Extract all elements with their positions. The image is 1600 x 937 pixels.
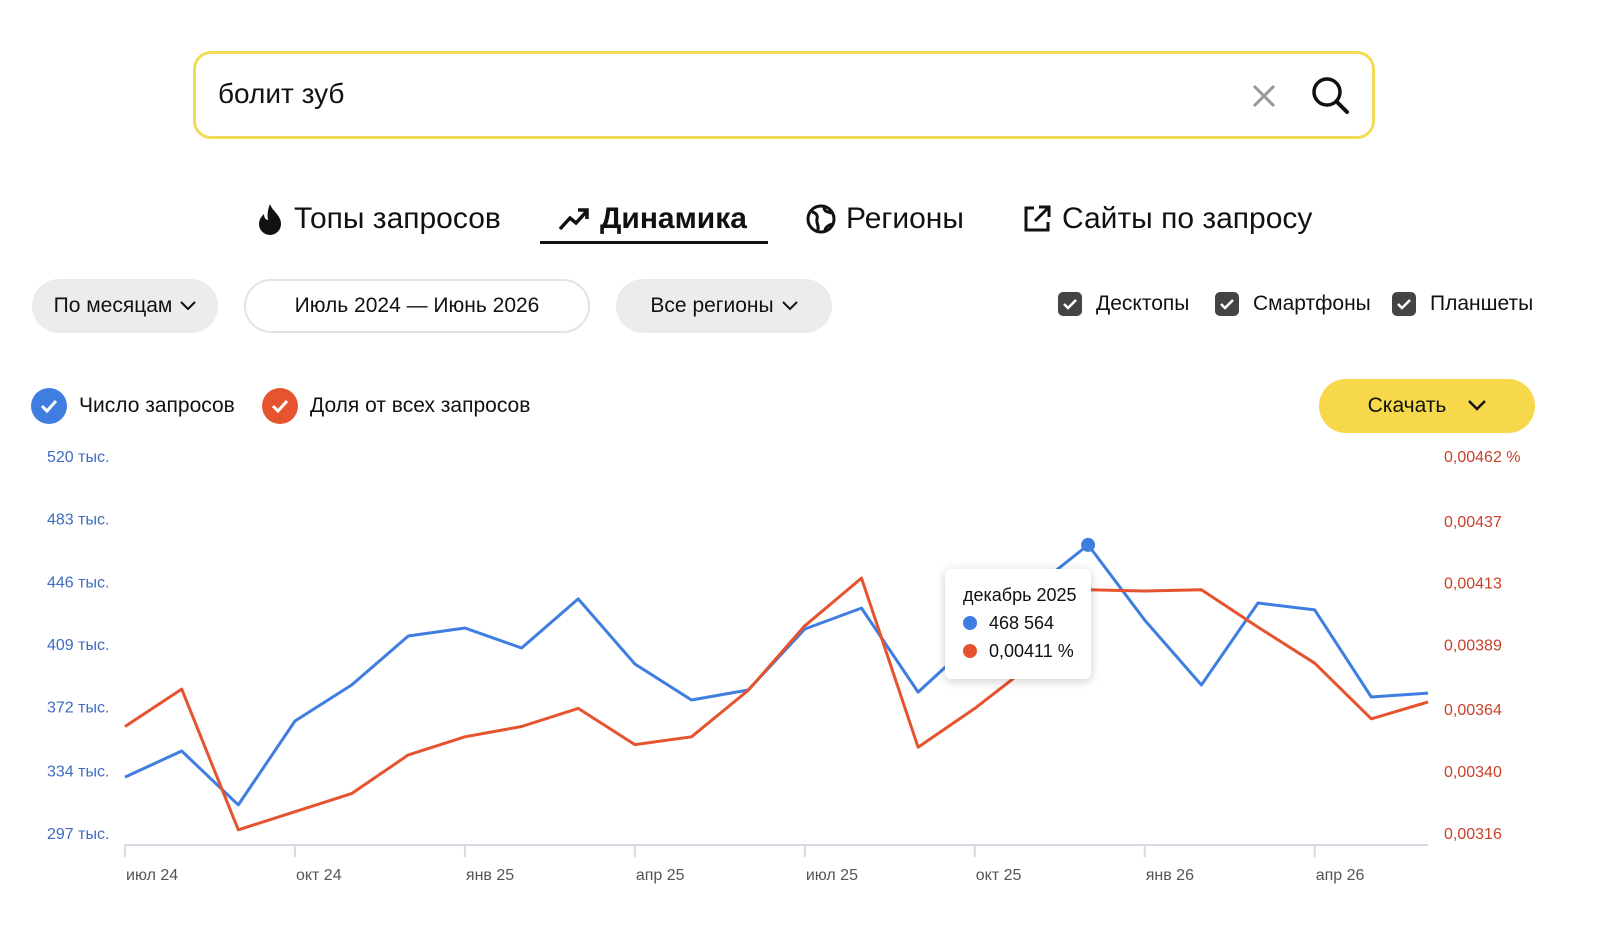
region-select[interactable]: Все регионы (616, 279, 832, 333)
clear-icon[interactable] (1252, 84, 1276, 108)
x-tick-label: янв 25 (466, 867, 514, 884)
y2-tick-label: 0,00462 % (1444, 449, 1521, 466)
device-checkbox[interactable]: Планшеты (1392, 292, 1533, 316)
region-label: Все регионы (650, 294, 774, 317)
search-icon[interactable] (1311, 76, 1351, 116)
globe-icon (806, 204, 836, 234)
device-label: Смартфоны (1253, 292, 1371, 315)
y2-tick-label: 0,00364 (1444, 702, 1502, 719)
trend-icon (558, 208, 589, 231)
y-tick-label: 520 тыс. (47, 449, 109, 466)
tab-active[interactable]: Динамика (558, 202, 747, 236)
x-tick-label: окт 24 (296, 867, 342, 884)
checkbox (1215, 292, 1239, 316)
legend-check (31, 388, 67, 424)
range-label: Июль 2024 — Июнь 2026 (294, 294, 540, 317)
tab-label: Динамика (600, 202, 747, 235)
download-button[interactable]: Скачать (1319, 379, 1535, 433)
search-box[interactable]: болит зуб (193, 51, 1375, 139)
device-checkbox[interactable]: Смартфоны (1215, 292, 1371, 316)
y-tick-label: 334 тыс. (47, 764, 109, 781)
period-select[interactable]: По месяцам (32, 279, 218, 333)
legend-item[interactable]: Доля от всех запросов (262, 388, 530, 424)
period-label: По месяцам (53, 294, 173, 317)
y2-tick-label: 0,00437 (1444, 514, 1502, 531)
tooltip: декабрь 2025 468 564 0,00411 % (945, 569, 1091, 679)
y2-tick-label: 0,00316 (1444, 826, 1502, 843)
x-tick-label: июл 25 (806, 867, 858, 884)
y-tick-label: 483 тыс. (47, 512, 109, 529)
tab-label: Регионы (846, 202, 964, 235)
tab-label: Топы запросов (294, 202, 501, 235)
range-select[interactable]: Июль 2024 — Июнь 2026 (244, 279, 590, 333)
y2-tick-label: 0,00340 (1444, 764, 1502, 781)
y2-tick-label: 0,00389 (1444, 638, 1502, 655)
y2-tick-label: 0,00413 (1444, 576, 1502, 593)
x-tick-label: апр 25 (636, 867, 685, 884)
hover-point (1081, 537, 1096, 552)
x-tick-label: апр 26 (1316, 867, 1365, 884)
y-tick-label: 297 тыс. (47, 826, 109, 843)
y-tick-label: 446 тыс. (47, 574, 109, 591)
download-label: Скачать (1367, 394, 1447, 417)
fire-icon (259, 204, 281, 235)
chevron (180, 301, 197, 311)
legend-label: Число запросов (79, 394, 235, 417)
series-line (124, 576, 1429, 832)
tooltip-row: 0,00411 % (963, 637, 1091, 665)
search-query: болит зуб (218, 78, 345, 109)
tab[interactable]: Сайты по запросу (1022, 202, 1312, 236)
tooltip-row: 468 564 (963, 609, 1091, 637)
tab[interactable]: Топы запросов (256, 202, 501, 236)
tab-label: Сайты по запросу (1062, 202, 1313, 235)
tooltip-value: 468 564 (989, 612, 1055, 633)
chevron (1468, 400, 1487, 411)
checkbox (1058, 292, 1082, 316)
x-tick-label: окт 25 (976, 867, 1022, 884)
device-label: Десктопы (1096, 292, 1190, 315)
legend-check (262, 388, 298, 424)
device-checkbox[interactable]: Десктопы (1058, 292, 1189, 316)
y-tick-label: 372 тыс. (47, 699, 109, 716)
tab-underline (540, 241, 768, 244)
legend-item[interactable]: Число запросов (31, 388, 235, 424)
external-icon (1024, 205, 1051, 232)
device-label: Планшеты (1430, 292, 1534, 315)
tooltip-value: 0,00411 % (989, 640, 1074, 661)
legend-label: Доля от всех запросов (310, 394, 531, 417)
tooltip-title: декабрь 2025 (963, 584, 1077, 605)
tab[interactable]: Регионы (806, 202, 964, 236)
chevron (781, 301, 798, 311)
checkbox (1392, 292, 1416, 316)
x-tick-label: янв 26 (1146, 867, 1194, 884)
y-tick-label: 409 тыс. (47, 637, 109, 654)
series-line (124, 543, 1429, 807)
x-tick-label: июл 24 (126, 867, 178, 884)
